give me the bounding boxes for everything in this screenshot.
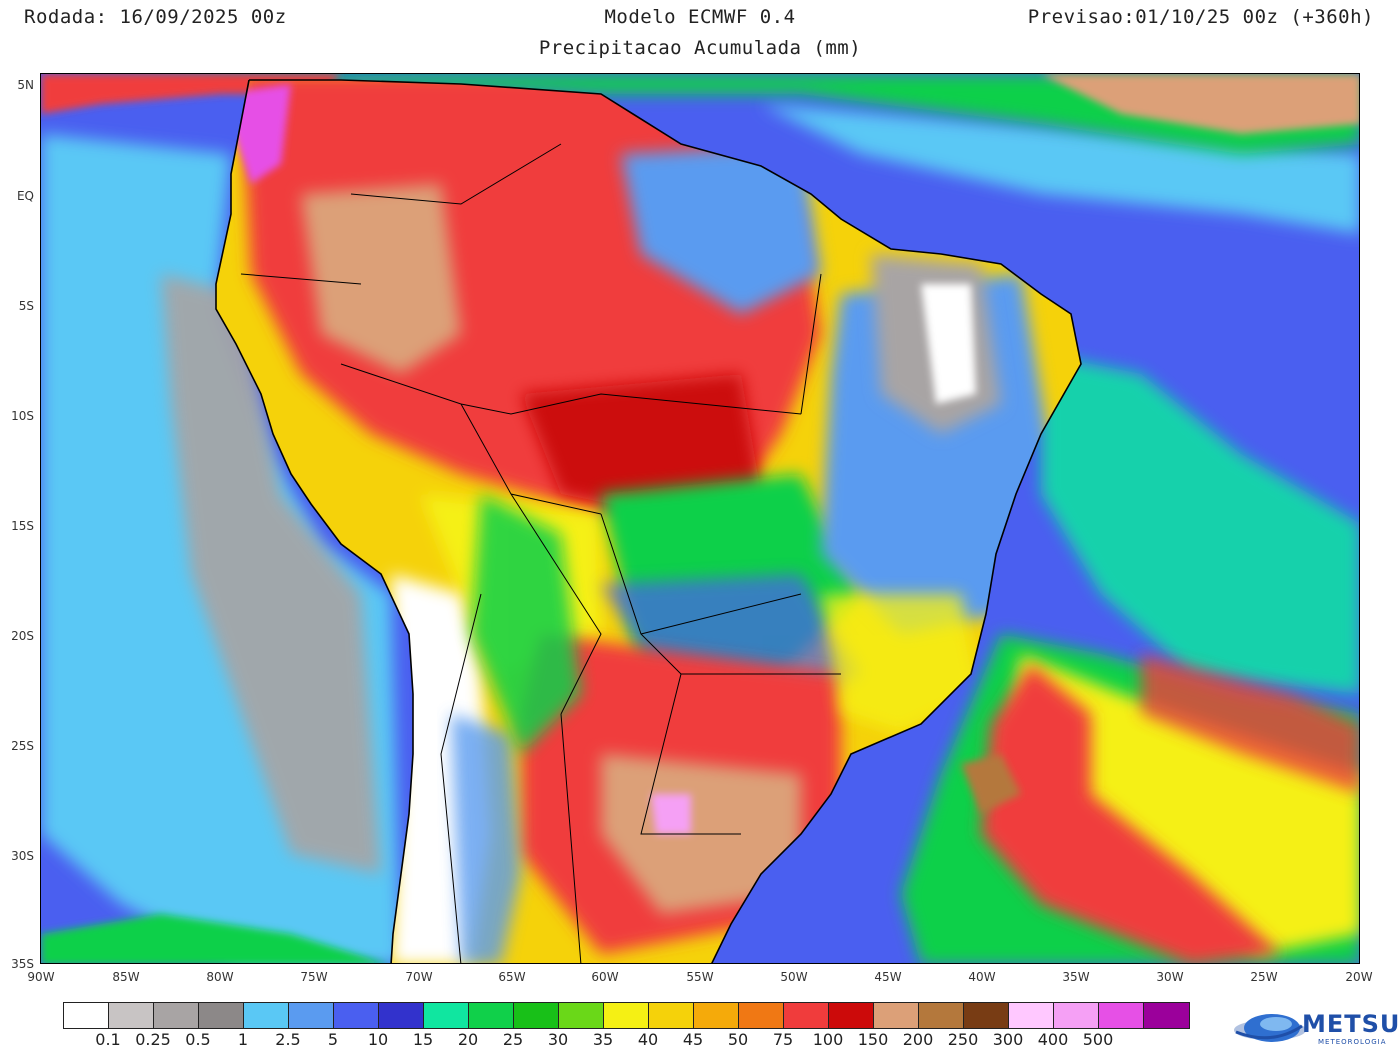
atlantic-heavy-cell [961, 754, 1021, 814]
colorbar-tick-label: 400 [1037, 1030, 1069, 1049]
colorbar-tick-label: 250 [947, 1030, 979, 1049]
metsul-logo-subtext: METEOROLOGIA [1318, 1038, 1387, 1046]
lon-label-80w: 80W [206, 970, 234, 984]
lon-label-30w: 30W [1156, 970, 1184, 984]
colorbar-tick-label: 5 [327, 1030, 339, 1049]
lon-label-85w: 85W [112, 970, 140, 984]
colorbar-swatch [1054, 1003, 1099, 1028]
colorbar-tick-label: 0.5 [185, 1030, 211, 1049]
colorbar-tick-label: 75 [772, 1030, 794, 1049]
atlantic-light-band [761, 104, 1359, 234]
lon-label-75w: 75W [300, 970, 328, 984]
pacific-dry-zone [161, 274, 381, 874]
precip-colorbar [63, 1002, 1190, 1029]
variable-title: Precipitacao Acumulada (mm) [538, 37, 862, 59]
south-pacific-rain-band [41, 914, 385, 963]
lon-label-65w: 65W [498, 970, 526, 984]
colorbar-swatch [694, 1003, 739, 1028]
tropical-atlantic-green [1041, 354, 1359, 694]
lat-label-20s: 20S [11, 629, 34, 643]
colorbar-tick-label: 100 [812, 1030, 844, 1049]
colorbar-swatch [1099, 1003, 1144, 1028]
colorbar-tick-label: 1 [237, 1030, 249, 1049]
colorbar-swatch [1144, 1003, 1189, 1028]
coastline [215, 79, 1082, 963]
political-borders [240, 143, 841, 963]
colorbar-swatch [919, 1003, 964, 1028]
colorbar-tick-label: 15 [412, 1030, 434, 1049]
colorbar-swatch [424, 1003, 469, 1028]
south-atlantic-red-plume [981, 664, 1281, 963]
colorbar-swatch [514, 1003, 559, 1028]
colorbar-tick-label: 300 [992, 1030, 1024, 1049]
lat-label-10s: 10S [11, 409, 34, 423]
precipitation-map [40, 73, 1360, 964]
colorbar-swatch [289, 1003, 334, 1028]
lon-label-60w: 60W [591, 970, 619, 984]
itcz-green-band [41, 74, 1359, 154]
lat-label-25s: 25S [11, 739, 34, 753]
colorbar-tick-label: 25 [502, 1030, 524, 1049]
colorbar-swatch [109, 1003, 154, 1028]
colorbar-tick-label: 50 [727, 1030, 749, 1049]
run-date-label: Rodada: 16/09/2025 00z [24, 6, 287, 28]
colorbar-swatch [1009, 1003, 1054, 1028]
lon-label-55w: 55W [686, 970, 714, 984]
colorbar-swatch [559, 1003, 604, 1028]
lon-label-20w: 20W [1345, 970, 1373, 984]
colorbar-swatch [829, 1003, 874, 1028]
colorbar-swatch [649, 1003, 694, 1028]
lat-label-5n: 5N [17, 78, 34, 92]
colorbar-swatch [874, 1003, 919, 1028]
colorbar-tick-label: 10 [367, 1030, 389, 1049]
forecast-valid-label: Previsao:01/10/25 00z (+360h) [1027, 6, 1374, 28]
colorbar-swatch [469, 1003, 514, 1028]
colorbar-tick-label: 0.25 [135, 1030, 171, 1049]
southeast-atlantic-red [1141, 654, 1359, 794]
metsul-logo-text: METSUL [1302, 1010, 1400, 1038]
colorbar-swatch [784, 1003, 829, 1028]
colorbar-swatch [739, 1003, 784, 1028]
colorbar-tick-label: 0.1 [95, 1030, 121, 1049]
colorbar-swatch [244, 1003, 289, 1028]
colorbar-tick-label: 500 [1082, 1030, 1114, 1049]
lon-label-40w: 40W [968, 970, 996, 984]
colorbar-swatch [199, 1003, 244, 1028]
north-atlantic-heavy [1041, 74, 1359, 134]
colorbar-tick-label: 35 [592, 1030, 614, 1049]
lon-label-90w: 90W [27, 970, 55, 984]
colorbar-swatch [604, 1003, 649, 1028]
lon-label-25w: 25W [1250, 970, 1278, 984]
colorbar-tick-label: 2.5 [275, 1030, 301, 1049]
colorbar-tick-label: 150 [857, 1030, 889, 1049]
lon-label-50w: 50W [780, 970, 808, 984]
metsul-logo-icon [1234, 1014, 1306, 1042]
lat-label-eq: EQ [16, 189, 34, 203]
model-name-label: Modelo ECMWF 0.4 [604, 6, 796, 28]
colorbar-swatch [154, 1003, 199, 1028]
colorbar-swatch [964, 1003, 1009, 1028]
colorbar-tick-label: 200 [902, 1030, 934, 1049]
lon-label-35w: 35W [1062, 970, 1090, 984]
colorbar-tick-label: 40 [637, 1030, 659, 1049]
colorbar-tick-label: 30 [547, 1030, 569, 1049]
lon-label-45w: 45W [874, 970, 902, 984]
lat-label-35s: 35S [11, 957, 34, 971]
lat-label-5s: 5S [18, 299, 34, 313]
colorbar-swatch [379, 1003, 424, 1028]
lat-label-15s: 15S [11, 519, 34, 533]
colorbar-tick-label: 45 [682, 1030, 704, 1049]
lon-label-70w: 70W [405, 970, 433, 984]
colorbar-swatch [64, 1003, 109, 1028]
colorbar-tick-label: 20 [457, 1030, 479, 1049]
colorbar-swatch [334, 1003, 379, 1028]
lat-label-30s: 30S [11, 849, 34, 863]
